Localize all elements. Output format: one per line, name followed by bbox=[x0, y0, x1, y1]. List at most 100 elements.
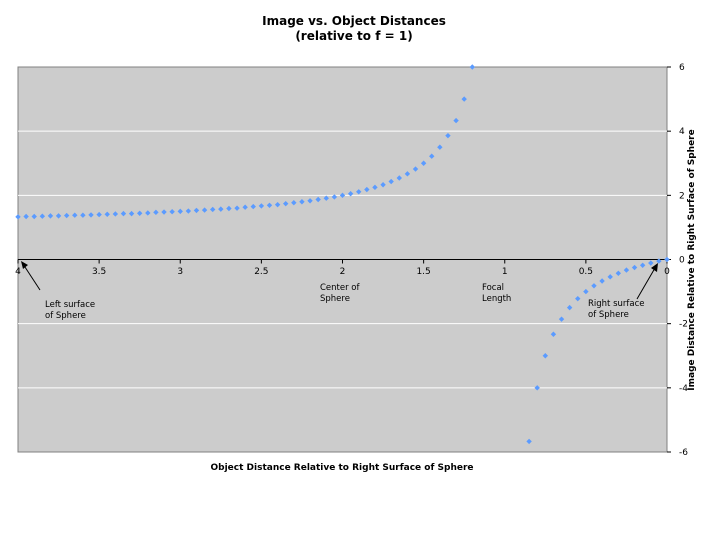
data-point bbox=[55, 213, 62, 219]
data-point bbox=[656, 258, 662, 264]
x-tick-label: 0 bbox=[664, 267, 670, 277]
data-point bbox=[599, 278, 605, 284]
data-point bbox=[380, 182, 386, 188]
chart-title: Image vs. Object Distances bbox=[262, 14, 446, 28]
data-point bbox=[47, 213, 54, 219]
data-point bbox=[315, 196, 321, 203]
data-point bbox=[437, 144, 443, 150]
data-point bbox=[420, 160, 427, 166]
data-point bbox=[639, 262, 646, 268]
y-tick-label: 2 bbox=[679, 191, 685, 201]
x-tick-label: 0.5 bbox=[579, 267, 593, 277]
data-point bbox=[558, 316, 565, 322]
data-point bbox=[526, 438, 532, 445]
data-point bbox=[607, 274, 613, 280]
data-point bbox=[615, 270, 622, 276]
annotation-left-arrow bbox=[22, 263, 41, 291]
data-point bbox=[291, 200, 297, 206]
x-tick-label: 1.5 bbox=[416, 267, 430, 277]
x-tick-label: 4 bbox=[15, 267, 21, 277]
data-point bbox=[583, 288, 589, 295]
data-point bbox=[429, 153, 435, 159]
data-point bbox=[453, 117, 459, 124]
data-point bbox=[169, 208, 175, 215]
x-tick-label: 3.5 bbox=[92, 267, 106, 277]
data-point bbox=[331, 194, 338, 200]
data-point bbox=[136, 210, 143, 216]
data-point bbox=[445, 132, 451, 139]
data-point bbox=[145, 210, 151, 216]
data-point bbox=[128, 210, 135, 217]
x-tick-label: 1 bbox=[502, 267, 508, 277]
data-point bbox=[274, 201, 281, 208]
y-tick-label: -4 bbox=[679, 384, 688, 394]
data-point bbox=[185, 208, 192, 214]
data-point bbox=[23, 213, 29, 220]
data-point bbox=[566, 304, 573, 311]
y-tick-label: 4 bbox=[679, 127, 685, 137]
y-tick-label: -6 bbox=[679, 448, 688, 458]
data-point bbox=[63, 212, 70, 219]
x-tick-label: 3 bbox=[177, 267, 183, 277]
data-point bbox=[648, 260, 654, 266]
data-point bbox=[664, 256, 670, 263]
data-point bbox=[631, 264, 638, 271]
annotation-left-arrowhead bbox=[21, 261, 28, 269]
data-point bbox=[623, 267, 630, 273]
annotation-right-arrowhead bbox=[651, 263, 658, 272]
data-point bbox=[258, 203, 265, 209]
data-point bbox=[534, 385, 540, 391]
data-point bbox=[372, 184, 378, 191]
data-point bbox=[299, 199, 305, 205]
data-point bbox=[72, 212, 78, 218]
annotations: Left surface of Sphere Center of Sphere … bbox=[21, 261, 658, 321]
chart-subtitle: (relative to f = 1) bbox=[295, 29, 412, 43]
annotation-right-arrow bbox=[636, 267, 656, 300]
data-point bbox=[388, 178, 394, 185]
data-point bbox=[412, 166, 419, 172]
data-point bbox=[210, 206, 216, 213]
data-point bbox=[461, 96, 467, 102]
y-tick-labels: 6 4 2 0 -2 -4 -6 bbox=[667, 63, 688, 458]
data-point bbox=[307, 198, 313, 204]
data-point bbox=[161, 209, 167, 215]
x-axis-label: Object Distance Relative to Right Surfac… bbox=[210, 463, 473, 473]
data-point bbox=[356, 189, 362, 195]
data-point bbox=[469, 64, 475, 70]
annotation-focal-length: Focal Length bbox=[482, 283, 511, 304]
annotation-center: Center of Sphere bbox=[320, 283, 362, 304]
x-tick-label: 2.5 bbox=[254, 267, 268, 277]
data-point bbox=[404, 171, 411, 177]
data-point bbox=[96, 211, 102, 218]
data-point bbox=[396, 175, 402, 181]
annotation-left-surface: Left surface of Sphere bbox=[45, 300, 98, 321]
data-point bbox=[104, 211, 110, 217]
data-point bbox=[234, 205, 240, 211]
data-point bbox=[266, 202, 273, 208]
data-point bbox=[193, 207, 200, 214]
data-point bbox=[323, 195, 329, 201]
data-point bbox=[591, 283, 597, 289]
data-point bbox=[218, 206, 224, 212]
data-point bbox=[15, 214, 21, 220]
data-points bbox=[15, 64, 670, 445]
data-point bbox=[242, 204, 248, 210]
data-point bbox=[542, 353, 549, 359]
y-tick-label: -2 bbox=[679, 320, 688, 330]
annotation-right-surface: Right surface of Sphere bbox=[588, 299, 647, 320]
y-tick-label: 0 bbox=[679, 256, 685, 266]
x-tick-labels: 4 3.5 3 2.5 2 1.5 1 0.5 0 bbox=[15, 259, 670, 277]
data-point bbox=[283, 200, 289, 207]
data-point bbox=[364, 186, 370, 193]
data-point bbox=[80, 212, 86, 218]
data-point bbox=[250, 203, 256, 210]
data-point bbox=[31, 213, 37, 220]
data-point bbox=[226, 205, 232, 212]
data-point bbox=[347, 191, 354, 197]
data-point bbox=[339, 192, 346, 199]
y-axis-label: Image Distance Relative to Right Surface… bbox=[687, 129, 697, 390]
data-point bbox=[153, 209, 159, 216]
y-tick-label: 6 bbox=[679, 63, 685, 73]
data-point bbox=[550, 331, 557, 337]
